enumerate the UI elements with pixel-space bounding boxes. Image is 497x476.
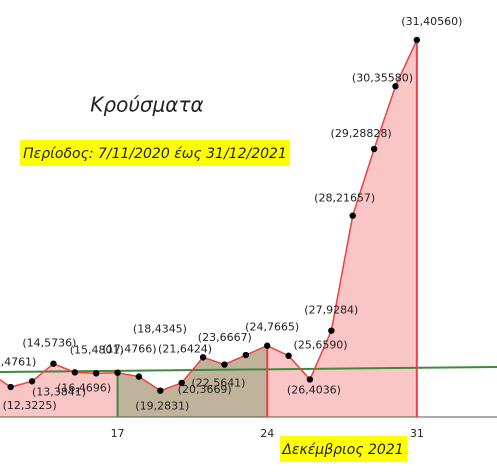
value-label: (12,3225) xyxy=(3,399,57,412)
value-label: (31,40560) xyxy=(401,15,462,28)
x-axis-label: Δεκέμβριος 2021 xyxy=(281,442,403,458)
x-label-box xyxy=(280,436,407,462)
value-label: (29,28828) xyxy=(331,127,392,140)
value-label: (19,2831) xyxy=(135,400,189,413)
value-label: (30,35580) xyxy=(352,71,413,84)
value-label: (15,4801) xyxy=(70,343,124,356)
value-label: (22,5641) xyxy=(191,377,245,390)
point xyxy=(221,361,228,368)
value-label: (14,5736) xyxy=(22,337,76,350)
trend-line xyxy=(0,366,497,373)
point xyxy=(349,212,356,219)
value-label: (28,21657) xyxy=(314,192,375,205)
value-label: (24,7665) xyxy=(245,321,299,334)
point xyxy=(50,360,57,367)
point xyxy=(71,369,79,376)
value-label: (20,3669) xyxy=(178,383,232,396)
chart-title: Κρούσματα xyxy=(90,93,203,117)
point xyxy=(328,327,335,334)
point xyxy=(285,352,292,359)
point xyxy=(370,145,378,153)
point xyxy=(114,369,121,376)
area xyxy=(0,39,417,417)
value-label: (27,9284) xyxy=(304,304,358,317)
value-label: (13,3841) xyxy=(32,385,86,398)
point xyxy=(135,373,143,380)
point xyxy=(157,387,164,394)
point xyxy=(7,383,14,391)
point xyxy=(392,83,399,90)
point xyxy=(199,354,207,361)
value-label: (17,4766) xyxy=(103,343,157,356)
value-label: (16,4696) xyxy=(57,381,111,394)
x-tick-label: 31 xyxy=(410,427,424,440)
value-label: (11,4761) xyxy=(0,356,36,369)
point xyxy=(178,379,185,387)
value-label: (18,4345) xyxy=(133,323,187,336)
point xyxy=(413,36,421,44)
plot: 17 24 31 (11,4761) (12,3225)(13,3841) (14,573… xyxy=(0,15,497,440)
point xyxy=(242,351,250,359)
point xyxy=(92,370,100,377)
subtitle-box xyxy=(20,140,290,166)
value-label: (23,6667) xyxy=(198,331,252,344)
value-label: (21,6424) xyxy=(158,342,212,355)
x-tick-label: 24 xyxy=(260,427,274,440)
x-tick-label: 17 xyxy=(111,427,125,440)
value-label: (26,4036) xyxy=(287,383,341,396)
point xyxy=(28,378,36,385)
highlight-area xyxy=(117,345,268,417)
point xyxy=(306,376,314,383)
value-label: (25,6590) xyxy=(294,339,348,352)
subtitle: Περίοδος: 7/11/2020 έως 31/12/2021 xyxy=(23,146,287,162)
point xyxy=(264,342,271,349)
